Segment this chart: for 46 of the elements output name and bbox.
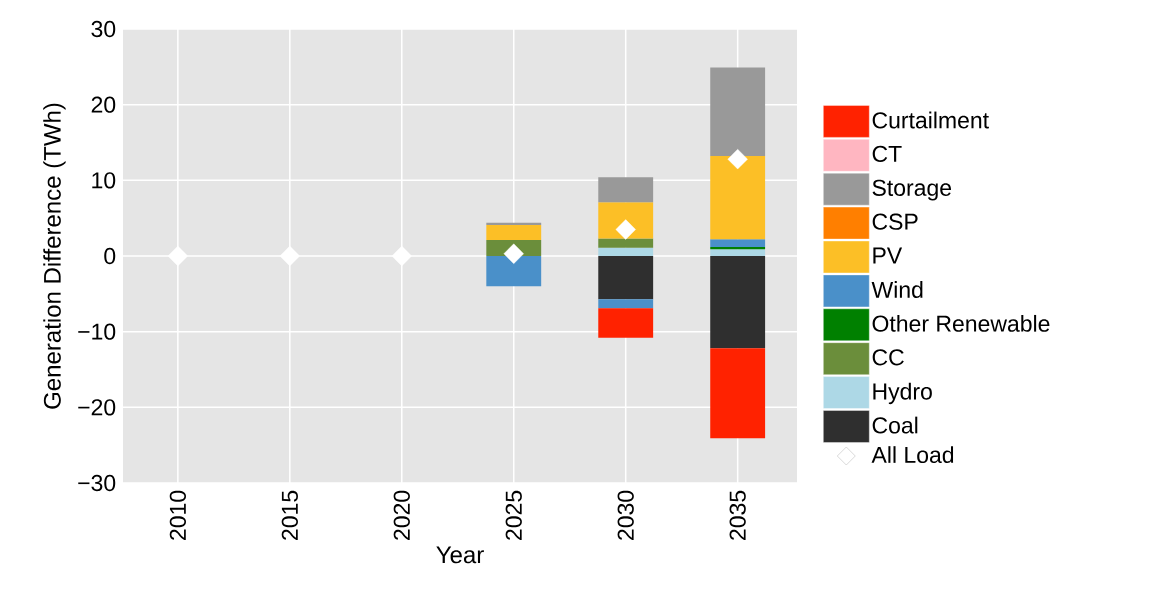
- x-tick-label: 2020: [393, 490, 410, 540]
- bar: [710, 348, 766, 439]
- legend-label: All Load: [871, 446, 954, 464]
- point: [503, 243, 524, 264]
- legend-label: Wind: [871, 281, 923, 298]
- legend-label: Curtailment: [872, 111, 989, 129]
- point: [167, 245, 188, 267]
- x-tick-label: 2015: [281, 490, 298, 540]
- bar: [598, 238, 654, 248]
- bar: [710, 256, 766, 349]
- y-tick-label: 20: [91, 96, 116, 113]
- bar: [598, 177, 654, 203]
- y-tick-label: 30: [91, 20, 116, 38]
- x-tick-label: 2035: [729, 490, 746, 540]
- x-tick-label: 2025: [505, 490, 522, 540]
- bar: [710, 249, 766, 256]
- point: [391, 245, 412, 267]
- bar: [710, 239, 766, 247]
- y-tick-label: −20: [78, 399, 116, 416]
- legend-label: PV: [873, 247, 903, 264]
- bar: [598, 247, 654, 256]
- bar: [486, 256, 542, 287]
- legend-label: Hydro: [873, 382, 932, 405]
- point: [727, 149, 748, 170]
- point: [279, 245, 300, 267]
- y-axis-title: Generation Difference (TWh): [43, 103, 66, 409]
- y-tick-label: 10: [92, 172, 116, 189]
- y-tick-label: 0: [104, 247, 116, 265]
- bar: [598, 299, 654, 309]
- x-tick-label: 2010: [169, 490, 186, 540]
- legend-label: Other Renewable: [872, 314, 1050, 332]
- legend-label: CT: [872, 145, 902, 163]
- bar: [710, 156, 766, 240]
- bar: [710, 67, 766, 157]
- x-tick-label: 2030: [617, 490, 634, 540]
- y-tick-label: −10: [78, 323, 116, 340]
- x-axis-title: Year: [436, 546, 484, 564]
- legend-label: Coal: [872, 416, 918, 434]
- y-tick-label: −30: [78, 474, 116, 492]
- bar: [486, 224, 542, 241]
- point: [615, 219, 636, 240]
- legend-label: CC: [872, 349, 904, 366]
- legend-label: CSP: [872, 213, 918, 230]
- bar: [598, 308, 654, 338]
- legend-label: Storage: [872, 179, 952, 201]
- bar: [598, 256, 654, 300]
